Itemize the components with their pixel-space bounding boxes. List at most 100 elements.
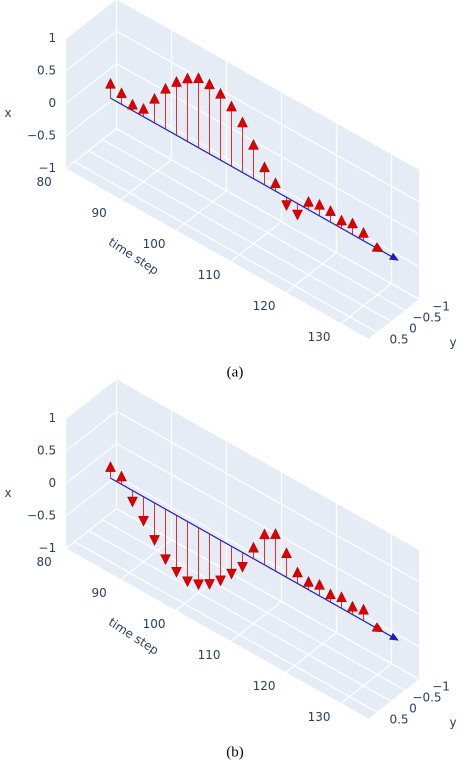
cone (281, 547, 292, 559)
cone (149, 535, 160, 546)
x-tick-label: 0.5 (37, 443, 56, 457)
y-tick-label: 0 (409, 322, 417, 336)
y-tick-label: −0.5 (412, 311, 441, 325)
cone (336, 591, 347, 603)
y-tick-label: −1 (432, 680, 450, 694)
t-tick-label: 120 (253, 679, 276, 693)
x-tick-label: 0 (48, 96, 56, 110)
x-tick-label: 0.5 (37, 63, 56, 77)
x-tick-label: 1 (48, 31, 56, 45)
cone (215, 575, 226, 587)
cone (193, 72, 204, 83)
grid-line (116, 95, 420, 268)
cone (237, 562, 248, 573)
cone (336, 214, 347, 226)
grid-line (74, 161, 378, 333)
t-tick-label: 80 (36, 175, 51, 189)
cone (303, 195, 314, 207)
y-tick-label: 0 (409, 702, 417, 716)
cone (127, 98, 138, 110)
grid-line (88, 530, 392, 702)
cone (371, 622, 384, 633)
cone (116, 470, 127, 482)
x-tick-label: 0 (48, 476, 56, 490)
y-tick-label: −0.5 (412, 691, 441, 705)
t-tick-label: 130 (308, 710, 331, 724)
cone (248, 138, 259, 150)
cone (171, 75, 182, 87)
grid-line (116, 410, 420, 583)
cone (237, 116, 248, 128)
cone (358, 603, 369, 615)
cone (226, 568, 237, 580)
t-tick-label: 110 (198, 648, 221, 662)
grid-line (116, 378, 420, 550)
cone (204, 579, 215, 590)
cone (127, 496, 138, 508)
grid-line (65, 475, 117, 517)
t-tick-label: 90 (91, 586, 106, 600)
x-tick-label: −1 (38, 161, 56, 175)
t-tick-label: 110 (198, 268, 221, 282)
x-tick-label: −0.5 (27, 508, 56, 522)
cone (105, 77, 116, 89)
cone (182, 72, 193, 84)
y-tick-label: −1 (432, 300, 450, 314)
grid-line (116, 30, 420, 203)
grid-line (102, 139, 406, 311)
x-tick-label: 1 (48, 411, 56, 425)
cone (215, 87, 226, 99)
baseline (110, 97, 392, 257)
cone (193, 579, 204, 591)
baseline (110, 477, 392, 637)
cone (371, 242, 384, 253)
cone (325, 205, 336, 216)
cone (358, 226, 369, 238)
cone (292, 566, 303, 578)
x-tick-label: −0.5 (27, 128, 56, 142)
x-axis-title: x (4, 486, 11, 500)
cone (314, 578, 325, 590)
cone (270, 528, 281, 539)
y-tick-label: 0.5 (389, 333, 408, 347)
grid-line (116, 443, 420, 615)
chart: 809010011012013010.50−0.5−1−1−0.500.5xti… (4, 0, 457, 380)
grid-line (65, 443, 117, 484)
grid-line (116, 508, 420, 680)
cone (226, 100, 237, 112)
t-tick-label: 100 (143, 237, 166, 251)
grid-line (74, 541, 378, 713)
cone (105, 461, 116, 472)
t-tick-label: 130 (308, 330, 331, 344)
y-axis-title: y (449, 716, 456, 730)
y-tick-label: 0.5 (389, 713, 408, 727)
cone (149, 92, 160, 104)
x-axis-title: x (4, 106, 11, 120)
baseline-arrow (389, 252, 399, 261)
t-tick-label: 90 (91, 206, 106, 220)
cone (303, 575, 314, 587)
grid-line (117, 0, 420, 170)
cone (248, 541, 259, 553)
cone (160, 82, 171, 94)
grid-line (65, 410, 117, 452)
x-tick-label: −1 (38, 541, 56, 555)
grid-line (116, 128, 420, 300)
cone (171, 567, 182, 578)
cone (292, 209, 303, 221)
y-axis-title: y (449, 336, 456, 350)
t-tick-label: 80 (36, 555, 51, 569)
grid-line (116, 475, 420, 648)
cone (259, 528, 270, 540)
cone (347, 600, 358, 612)
grid-line (65, 378, 117, 419)
grid-line (65, 63, 117, 104)
t-tick-label: 100 (143, 617, 166, 631)
baseline-arrow (389, 632, 399, 641)
cone (259, 161, 270, 173)
caption: (b) (226, 744, 244, 760)
cone (116, 87, 127, 99)
cone (182, 576, 193, 588)
